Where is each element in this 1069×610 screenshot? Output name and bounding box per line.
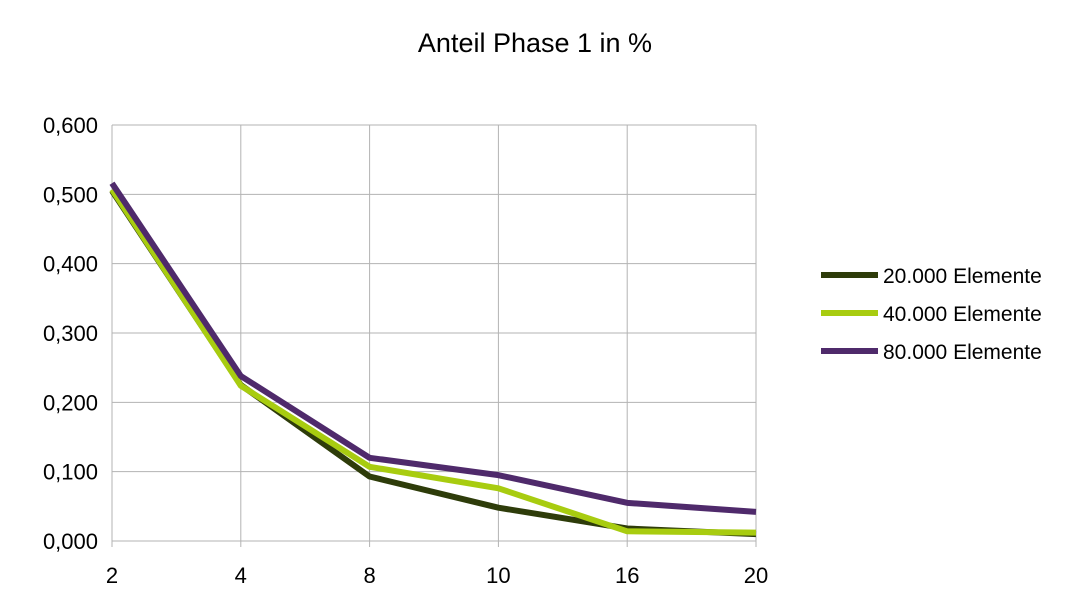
series-line-1 [109,189,757,538]
y-tick-label: 0,400 [43,252,98,277]
chart-title: Anteil Phase 1 in % [418,28,652,58]
legend-label: 40.000 Elemente [883,303,1042,326]
y-tick-label: 0,600 [43,113,98,138]
y-axis-tick-labels: 0,000 0,100 0,200 0,300 0,400 0,500 0,600 [43,113,98,554]
y-tick-label: 0,200 [43,390,98,415]
x-axis-tick-labels: 2 4 8 10 16 20 [106,563,768,588]
series-line-3 [109,181,757,515]
x-tick-label: 2 [106,563,118,588]
legend-label: 80.000 Elemente [883,341,1042,364]
gridlines [111,124,757,547]
series-line-2 [109,187,757,536]
legend-label: 20.000 Elemente [883,265,1042,288]
x-tick-label: 16 [615,563,639,588]
y-tick-label: 0,100 [43,460,98,485]
y-tick-label: 0,500 [43,182,98,207]
x-tick-label: 4 [235,563,247,588]
x-tick-label: 10 [486,563,510,588]
series-lines [109,181,757,538]
x-tick-label: 8 [363,563,375,588]
y-tick-label: 0,000 [43,529,98,554]
x-tick-label: 20 [744,563,768,588]
legend: 20.000 Elemente 40.000 Elemente 80.000 Ele… [821,265,1042,364]
y-tick-label: 0,300 [43,321,98,346]
